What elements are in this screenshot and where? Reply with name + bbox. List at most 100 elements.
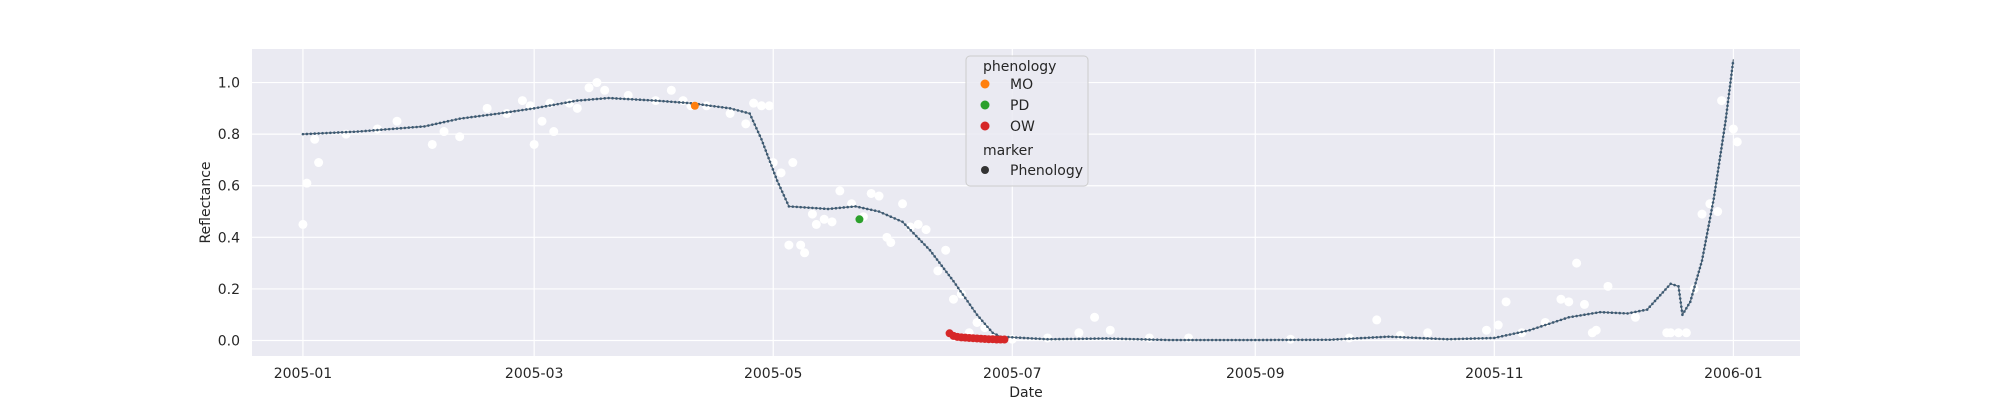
series-marker [466, 116, 469, 119]
observation-point [600, 85, 610, 95]
series-marker [1367, 336, 1371, 339]
observation-point [584, 83, 594, 93]
series-marker [501, 111, 505, 115]
observation-point [1395, 330, 1405, 340]
series-marker [893, 217, 897, 220]
series-marker [1711, 205, 1714, 208]
observation-point [905, 222, 915, 232]
series-marker [1610, 311, 1614, 314]
series-marker [1253, 338, 1257, 342]
series-marker [1688, 300, 1692, 304]
observation-point [898, 199, 908, 209]
observation-point [800, 248, 810, 258]
series-marker [1634, 310, 1637, 314]
phenology-point-pd [855, 215, 864, 224]
series-marker [1699, 262, 1703, 266]
series-marker [513, 109, 516, 113]
x-tick-label: 2005-07 [983, 366, 1042, 382]
observation-point [1732, 137, 1742, 147]
series-marker [753, 123, 757, 126]
series-marker [1701, 255, 1705, 258]
series-marker [340, 130, 344, 134]
x-tick-label: 2005-01 [274, 366, 333, 382]
legend-marker-pd [980, 100, 990, 110]
series-marker [536, 106, 540, 109]
series-marker [777, 182, 781, 186]
series-marker [1304, 338, 1308, 342]
series-marker [750, 115, 753, 119]
series-marker [1030, 337, 1034, 340]
series-marker [709, 104, 712, 108]
series-marker [626, 97, 630, 101]
series-marker [1622, 311, 1625, 315]
observation-point [1493, 320, 1503, 330]
series-marker [740, 110, 744, 113]
series-marker [968, 303, 972, 306]
series-marker [368, 129, 371, 132]
series-marker [332, 131, 336, 134]
series-marker [517, 109, 520, 112]
series-marker [1508, 333, 1512, 336]
observation-point [310, 134, 320, 144]
series-marker [842, 206, 846, 209]
series-marker [1481, 336, 1484, 340]
series-marker [1257, 338, 1261, 342]
observation-point [1564, 297, 1574, 307]
series-marker [430, 123, 434, 126]
series-marker [1195, 338, 1198, 342]
series-marker [1116, 337, 1120, 341]
series-marker [923, 243, 926, 246]
series-marker [1222, 338, 1226, 342]
series-marker [1679, 301, 1683, 304]
series-marker [1018, 336, 1022, 340]
observation-point [819, 214, 829, 224]
observation-point [1697, 209, 1707, 219]
series-marker [595, 97, 599, 101]
series-marker [1602, 311, 1606, 314]
legend-title: phenology [983, 59, 1056, 75]
series-marker [1250, 338, 1253, 342]
series-marker [1704, 239, 1707, 243]
series-marker [552, 103, 556, 107]
series-marker [634, 98, 638, 101]
series-marker [1022, 336, 1026, 340]
series-marker [623, 97, 626, 101]
series-marker [1457, 337, 1461, 341]
series-marker [945, 270, 948, 274]
series-marker [1461, 337, 1465, 341]
observation-point [529, 139, 539, 149]
series-marker [1694, 281, 1697, 285]
series-marker [1708, 216, 1712, 220]
series-marker [1010, 335, 1014, 339]
smoothed-series [301, 59, 1735, 342]
series-marker [478, 114, 481, 118]
series-marker [313, 132, 317, 135]
series-marker [901, 220, 904, 224]
x-tick-label: 2006-01 [1704, 366, 1763, 382]
series-marker [1579, 314, 1582, 317]
series-marker [670, 100, 673, 104]
legend-marker-phenology [981, 166, 989, 174]
series-marker [1105, 337, 1108, 340]
series-marker [599, 97, 603, 100]
series-marker [1690, 296, 1693, 300]
observation-point [1728, 124, 1738, 134]
series-marker [1618, 311, 1622, 315]
observation-point [784, 240, 794, 250]
observation-point [1105, 325, 1115, 335]
series-marker [673, 100, 677, 104]
series-marker [764, 149, 768, 152]
series-marker [1716, 174, 1719, 177]
series-marker [1203, 338, 1206, 342]
series-marker [1026, 336, 1030, 340]
series-marker [751, 119, 755, 123]
legend-marker-entries: Phenology [981, 163, 1083, 179]
series-marker [1718, 154, 1722, 158]
series-marker [1069, 337, 1073, 341]
series-marker [1687, 303, 1690, 307]
series-marker [1555, 319, 1559, 323]
series-marker [1528, 328, 1531, 332]
legend-marker-mo [980, 79, 990, 89]
observation-point [725, 108, 735, 118]
series-marker [1713, 189, 1717, 193]
